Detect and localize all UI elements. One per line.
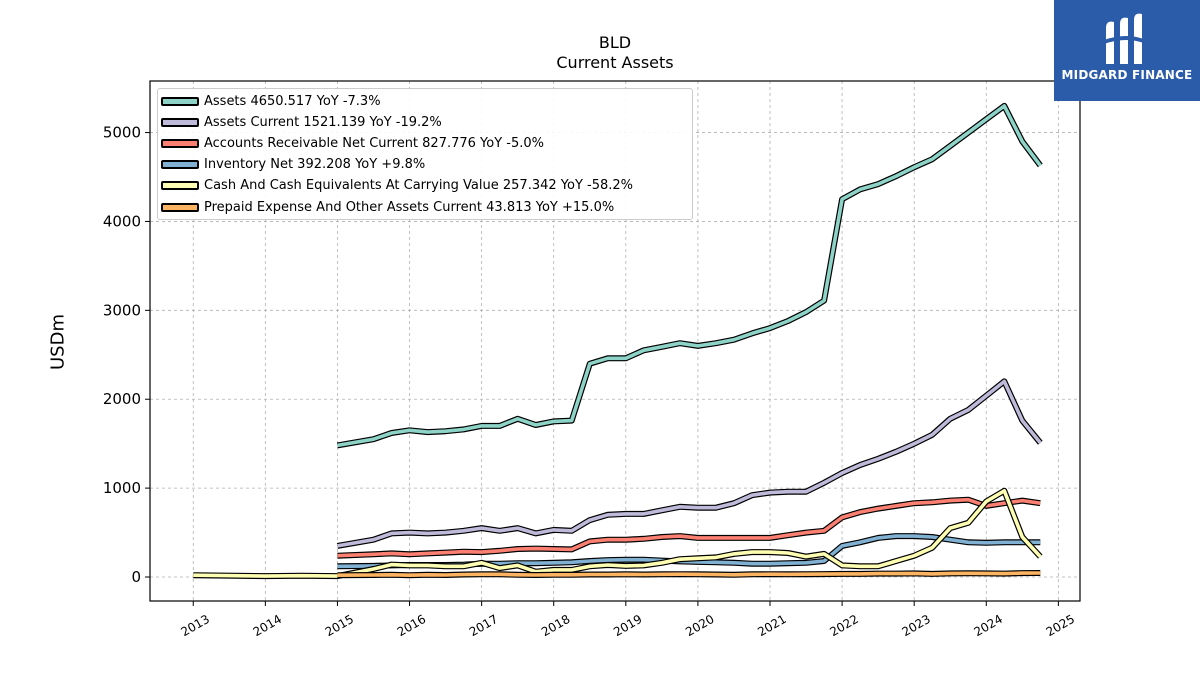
series-line: [337, 379, 1042, 548]
legend-label: Prepaid Expense And Other Assets Current…: [204, 199, 615, 215]
legend-item: Accounts Receivable Net Current 827.776 …: [161, 133, 544, 153]
series-line: [193, 488, 1042, 578]
logo-text: MIDGARD FINANCE: [1061, 68, 1193, 82]
x-tick-label: 2018: [539, 612, 572, 639]
x-tick-label: 2022: [827, 612, 860, 639]
x-tick-label: 2016: [395, 612, 428, 639]
legend-label: Cash And Cash Equivalents At Carrying Va…: [204, 178, 633, 194]
legend-item: Inventory Net 392.208 YoY +9.8%: [161, 155, 425, 175]
series-group: [193, 102, 1043, 580]
x-tick-label: 2025: [1044, 612, 1077, 639]
y-tick-label: 0: [131, 568, 141, 586]
x-tick-label: 2014: [251, 612, 284, 639]
y-tick-label: 3000: [103, 301, 141, 319]
y-axis-label: USDm: [47, 314, 69, 370]
x-tick-label: 2013: [179, 612, 212, 639]
y-tick-label: 4000: [103, 212, 141, 230]
legend-swatch: [161, 160, 199, 170]
legend-swatch: [161, 138, 199, 148]
legend-swatch: [161, 117, 199, 127]
brand-logo: MIDGARD FINANCE: [1054, 0, 1200, 101]
x-tick-label: 2017: [467, 612, 500, 639]
series-line: [337, 571, 1041, 578]
plot-frame: [149, 80, 1081, 602]
y-tick-label: 5000: [103, 124, 141, 142]
legend: Assets 4650.517 YoY -7.3% Assets Current …: [157, 88, 693, 220]
legend-swatch: [161, 96, 199, 106]
legend-item: Assets Current 1521.139 YoY -19.2%: [161, 112, 442, 132]
x-tick-label: 2019: [611, 612, 644, 639]
y-tick-label: 2000: [103, 390, 141, 408]
legend-swatch: [161, 202, 199, 212]
x-tick-label: 2024: [972, 612, 1005, 639]
series-line: [337, 104, 1042, 448]
legend-label: Assets 4650.517 YoY -7.3%: [204, 93, 381, 109]
logo-mark-icon: [1104, 13, 1146, 65]
series-line-outline: [336, 378, 1043, 549]
x-tick-label: 2020: [683, 612, 716, 639]
chart-title: BLD: [598, 33, 632, 52]
legend-label: Inventory Net 392.208 YoY +9.8%: [204, 157, 426, 173]
chart-subtitle: Current Assets: [556, 53, 674, 72]
legend-label: Accounts Receivable Net Current 827.776 …: [204, 135, 545, 151]
legend-label: Assets Current 1521.139 YoY -19.2%: [204, 114, 442, 130]
legend-swatch: [161, 181, 199, 191]
series-line: [337, 497, 1041, 558]
legend-item: Prepaid Expense And Other Assets Current…: [161, 197, 614, 217]
x-tick-label: 2015: [323, 612, 356, 639]
x-tick-label: 2023: [899, 612, 932, 639]
legend-item: Cash And Cash Equivalents At Carrying Va…: [161, 176, 633, 196]
legend-item: Assets 4650.517 YoY -7.3%: [161, 91, 381, 111]
x-tick-label: 2021: [755, 612, 788, 639]
y-tick-label: 1000: [103, 479, 141, 497]
